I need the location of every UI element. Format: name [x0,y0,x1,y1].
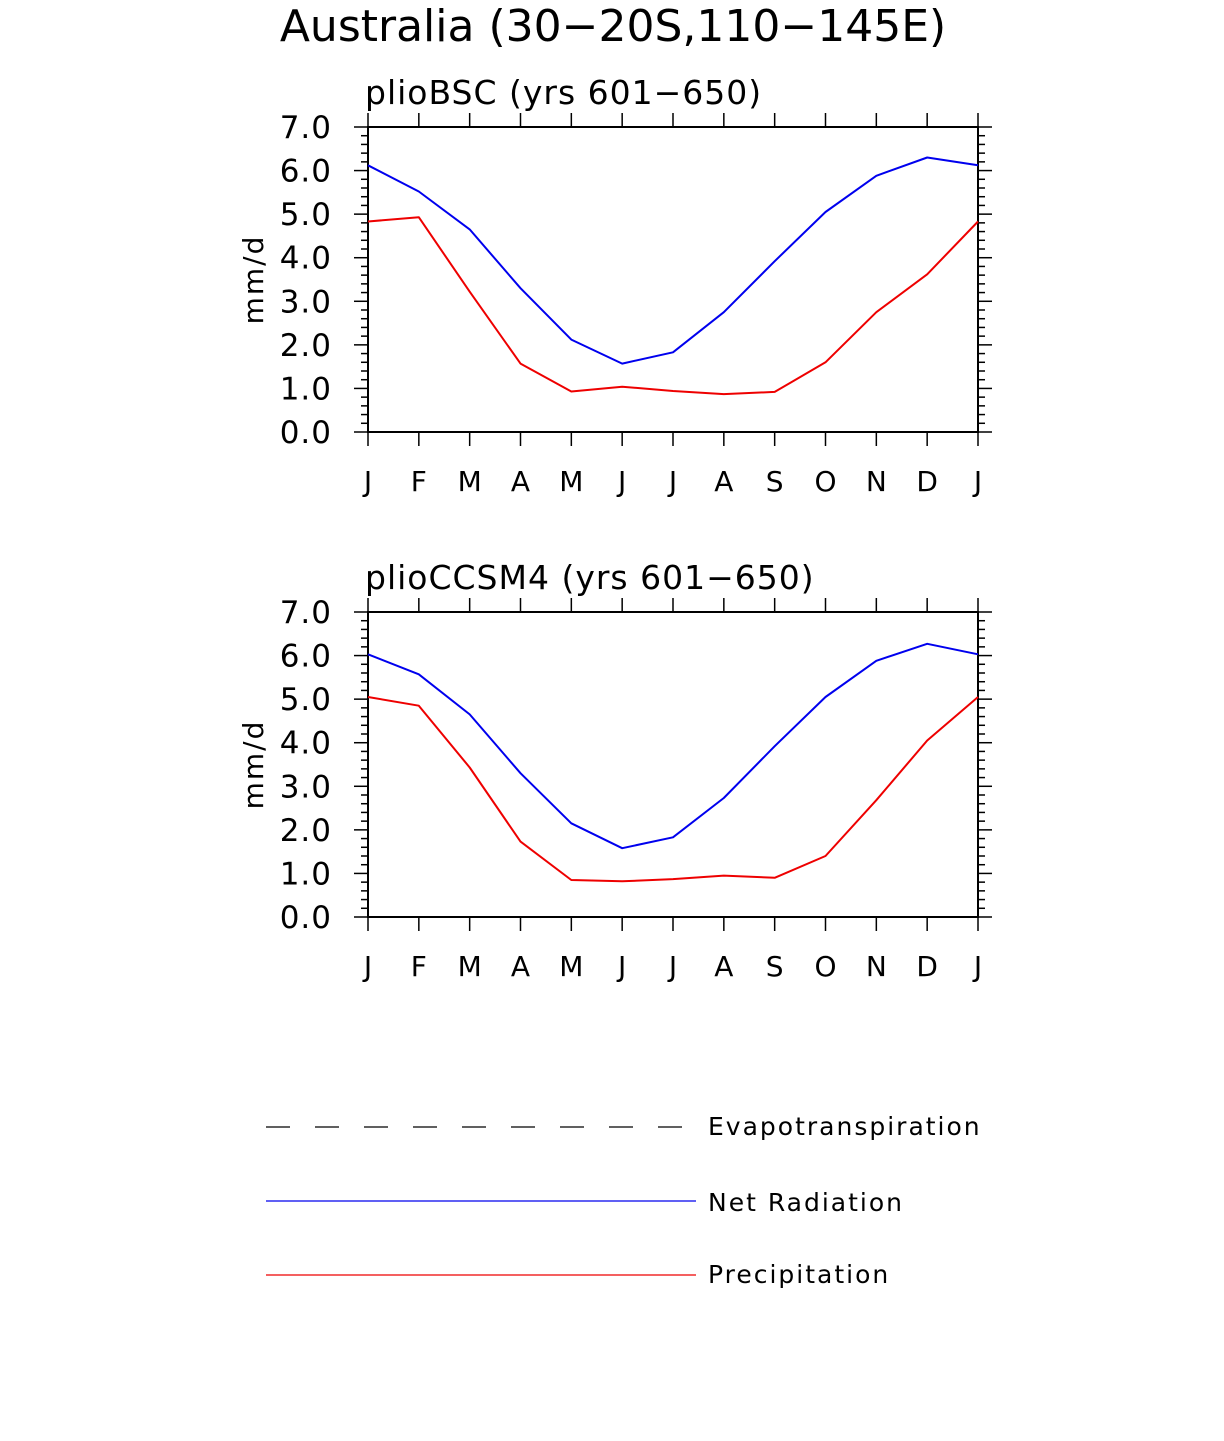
x-tick-label: J [362,950,372,983]
x-tick-label: J [667,950,677,983]
x-tick-label: J [616,950,626,983]
y-tick-label: 7.0 [280,595,332,631]
x-tick-label: S [766,465,784,498]
series-line-net-radiation [367,156,979,365]
y-tick-label: 6.0 [280,639,332,675]
series-line-precipitation [367,216,979,396]
y-tick-label: 3.0 [280,769,332,805]
panel-pliobsc: plioBSC (yrs 601−650) mm/d 0.0 1.0 2.0 3.0 4.0… [237,73,992,498]
x-tick-label: D [916,950,938,983]
x-tick-label: A [511,950,530,983]
legend-label-evapotranspiration: Evapotranspiration [708,1112,982,1141]
series-line-net-radiation [367,642,979,850]
x-tick-label: O [814,950,836,983]
x-tick-label: M [458,465,482,498]
x-tick-label: J [972,950,982,983]
y-tick-label: 1.0 [280,371,332,407]
y-tick-label: 4.0 [280,726,332,762]
legend: Evapotranspiration Net Radiation Precipi… [266,1112,982,1289]
y-tick-label: 0.0 [280,900,332,936]
y-axis-label: mm/d [237,720,270,810]
series-line-precipitation [367,696,979,883]
legend-label-net-radiation: Net Radiation [708,1188,904,1217]
y-tick-label: 5.0 [280,682,332,718]
y-tick-label: 4.0 [280,241,332,277]
x-tick-label: A [714,950,733,983]
x-tick-label: M [559,465,583,498]
x-tick-label: S [766,950,784,983]
x-tick-label: D [916,465,938,498]
x-tick-label: J [362,465,372,498]
legend-item-net-radiation: Net Radiation [266,1188,904,1217]
legend-item-evapotranspiration: Evapotranspiration [266,1112,982,1141]
x-tick-label: M [458,950,482,983]
x-tick-label: F [411,465,427,498]
x-tick-label: M [559,950,583,983]
x-tick-label: F [411,950,427,983]
y-axis-label: mm/d [237,235,270,325]
panel-plioccsm4: plioCCSM4 (yrs 601−650) mm/d 0.0 1.0 2.0 3.0 4… [237,558,992,983]
x-tick-label: N [866,465,887,498]
x-tick-label: A [714,465,733,498]
x-tick-label: O [814,465,836,498]
legend-item-precipitation: Precipitation [266,1260,890,1289]
y-tick-label: 5.0 [280,197,332,233]
panel-title: plioBSC (yrs 601−650) [365,73,762,112]
y-tick-label: 2.0 [280,328,332,364]
y-tick-label: 3.0 [280,284,332,320]
y-tick-label: 2.0 [280,813,332,849]
y-tick-label: 6.0 [280,154,332,190]
panel-title: plioCCSM4 (yrs 601−650) [365,558,815,597]
x-tick-label: J [667,465,677,498]
figure-title: Australia (30−20S,110−145E) [280,1,946,52]
y-tick-label: 0.0 [280,415,332,451]
legend-label-precipitation: Precipitation [708,1260,890,1289]
x-tick-label: J [616,465,626,498]
y-tick-label: 1.0 [280,856,332,892]
x-tick-label: N [866,950,887,983]
x-tick-label: A [511,465,530,498]
y-tick-label: 7.0 [280,110,332,146]
x-tick-label: J [972,465,982,498]
